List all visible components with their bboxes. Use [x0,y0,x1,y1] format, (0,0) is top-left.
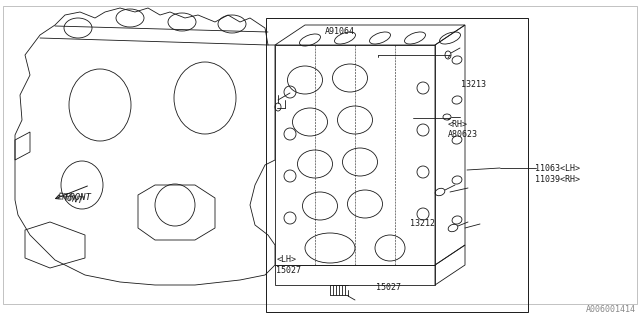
Text: A91064: A91064 [325,28,355,36]
Bar [266,18,528,312]
Text: A006001414: A006001414 [586,305,636,314]
Text: A80623: A80623 [448,130,478,139]
Text: <RH>: <RH> [448,120,468,129]
Text: 13212: 13212 [410,220,435,228]
Text: 15027: 15027 [276,266,301,275]
Text: 11039<RH>: 11039<RH> [535,175,580,184]
Text: 11063<LH>: 11063<LH> [535,164,580,173]
Text: <LH>: <LH> [276,255,296,264]
Text: 15027: 15027 [376,284,401,292]
Text: FRONT: FRONT [65,194,92,203]
Text: FRONT: FRONT [56,192,84,205]
Text: 13213: 13213 [461,80,486,89]
